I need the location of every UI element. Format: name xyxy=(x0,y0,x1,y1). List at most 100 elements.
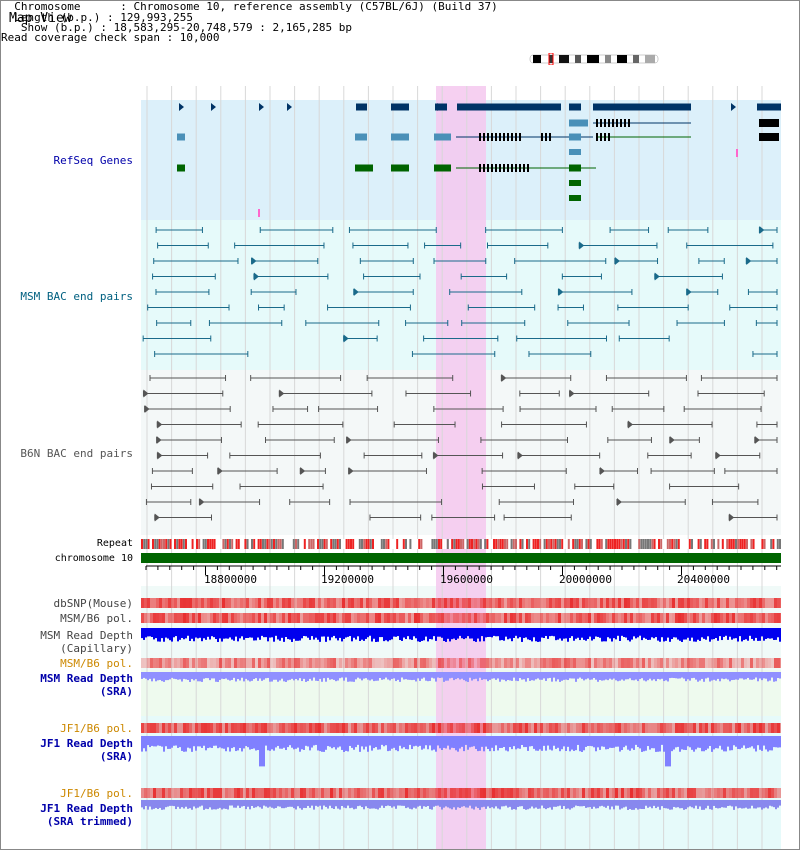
track-label-msm-depth-sra[interactable]: MSM Read Depth (SRA) xyxy=(40,672,133,698)
heat-cell xyxy=(741,658,744,668)
depth-bar xyxy=(455,800,457,810)
depth-bar xyxy=(599,628,601,638)
depth-bar xyxy=(247,736,249,748)
heat-cell xyxy=(252,658,255,668)
depth-bar xyxy=(699,800,701,807)
depth-bar xyxy=(271,800,273,808)
heat-cell xyxy=(426,658,429,668)
repeat-mark xyxy=(453,539,456,549)
depth-bar xyxy=(741,736,743,748)
depth-bar xyxy=(379,736,381,750)
exon-mark xyxy=(541,133,543,141)
depth-bar xyxy=(495,736,497,746)
heat-cell xyxy=(192,788,195,798)
depth-bar xyxy=(371,628,373,642)
track-label-repeat[interactable]: Repeat xyxy=(96,538,133,549)
track-label-jf1-pol-1[interactable]: JF1/B6 pol. xyxy=(60,722,133,735)
track-label-msm-bac[interactable]: MSM BAC end pairs xyxy=(20,290,133,303)
track-label-b6n-bac[interactable]: B6N BAC end pairs xyxy=(20,447,133,460)
depth-bar xyxy=(305,800,307,809)
depth-bar xyxy=(501,736,503,748)
heat-cell xyxy=(378,723,381,733)
depth-bar xyxy=(389,672,391,681)
depth-bar xyxy=(365,736,367,747)
heat-cell xyxy=(450,658,453,668)
depth-bar xyxy=(209,736,211,748)
depth-bar xyxy=(533,736,535,749)
repeat-mark xyxy=(400,539,403,549)
depth-bar xyxy=(553,736,555,746)
heat-cell xyxy=(387,598,390,608)
heat-cell xyxy=(738,723,741,733)
heat-cell xyxy=(603,613,606,623)
depth-bar xyxy=(189,800,191,809)
heat-cell xyxy=(531,723,534,733)
heat-cell xyxy=(315,613,318,623)
repeat-mark xyxy=(226,539,229,549)
track-label-refseq-genes[interactable]: RefSeq Genes xyxy=(53,154,133,167)
depth-bar xyxy=(587,672,589,679)
heat-cell xyxy=(369,613,372,623)
repeat-mark xyxy=(275,539,278,549)
depth-bar xyxy=(329,800,331,806)
depth-bar xyxy=(739,736,741,750)
track-label-msm-depth-capillary[interactable]: MSM Read Depth (Capillary) xyxy=(40,629,133,655)
depth-bar xyxy=(347,628,349,637)
heat-cell xyxy=(237,613,240,623)
heat-cell xyxy=(498,598,501,608)
track-label-dbsnp[interactable]: dbSNP(Mouse) xyxy=(53,597,133,610)
track-label-chromosome[interactable]: chromosome 10 xyxy=(54,553,133,564)
exon-mark xyxy=(545,133,547,141)
repeat-mark xyxy=(330,539,333,549)
track-label-jf1-depth-trimmed[interactable]: JF1 Read Depth (SRA trimmed) xyxy=(40,802,133,828)
track-label-jf1-depth-sra[interactable]: JF1 Read Depth (SRA) xyxy=(40,737,133,763)
heat-cell xyxy=(225,723,228,733)
depth-bar xyxy=(257,800,259,807)
track-label-msm-pol-1[interactable]: MSM/B6 pol. xyxy=(60,612,133,625)
genome-browser-canvas[interactable] xyxy=(141,86,781,849)
depth-bar xyxy=(579,628,581,641)
depth-bar xyxy=(147,672,149,681)
heat-cell xyxy=(591,598,594,608)
heat-cell xyxy=(300,658,303,668)
depth-bar xyxy=(203,736,205,746)
repeat-mark xyxy=(174,539,176,549)
heat-cell xyxy=(540,613,543,623)
heat-cell xyxy=(507,723,510,733)
depth-bar xyxy=(707,800,709,806)
repeat-mark xyxy=(301,539,304,549)
heat-cell xyxy=(606,613,609,623)
depth-bar xyxy=(147,628,149,637)
depth-bar xyxy=(169,800,171,806)
depth-bar xyxy=(763,672,765,679)
heat-cell xyxy=(579,613,582,623)
heat-cell xyxy=(594,723,597,733)
heat-cell xyxy=(195,613,198,623)
repeat-mark xyxy=(528,539,531,549)
chromosome-ideogram[interactable] xyxy=(529,53,661,65)
heat-cell xyxy=(414,598,417,608)
heat-cell xyxy=(570,598,573,608)
depth-bar xyxy=(225,736,227,752)
track-label-jf1-pol-2[interactable]: JF1/B6 pol. xyxy=(60,787,133,800)
depth-bar xyxy=(551,800,553,810)
depth-bar xyxy=(655,672,657,682)
repeat-mark xyxy=(658,539,660,549)
heat-cell xyxy=(696,658,699,668)
depth-bar xyxy=(445,672,447,681)
heat-cell xyxy=(429,613,432,623)
heat-cell xyxy=(528,598,531,608)
heat-cell xyxy=(288,788,291,798)
depth-bar xyxy=(509,736,511,748)
depth-bar xyxy=(339,736,341,747)
depth-bar xyxy=(429,800,431,810)
heat-cell xyxy=(324,723,327,733)
heat-cell xyxy=(483,658,486,668)
heat-cell xyxy=(582,723,585,733)
heat-cell xyxy=(468,598,471,608)
repeat-mark xyxy=(391,539,394,549)
track-label-msm-pol-2[interactable]: MSM/B6 pol. xyxy=(60,657,133,670)
depth-bar xyxy=(649,800,651,807)
depth-bar xyxy=(671,628,673,640)
depth-bar xyxy=(267,800,269,808)
